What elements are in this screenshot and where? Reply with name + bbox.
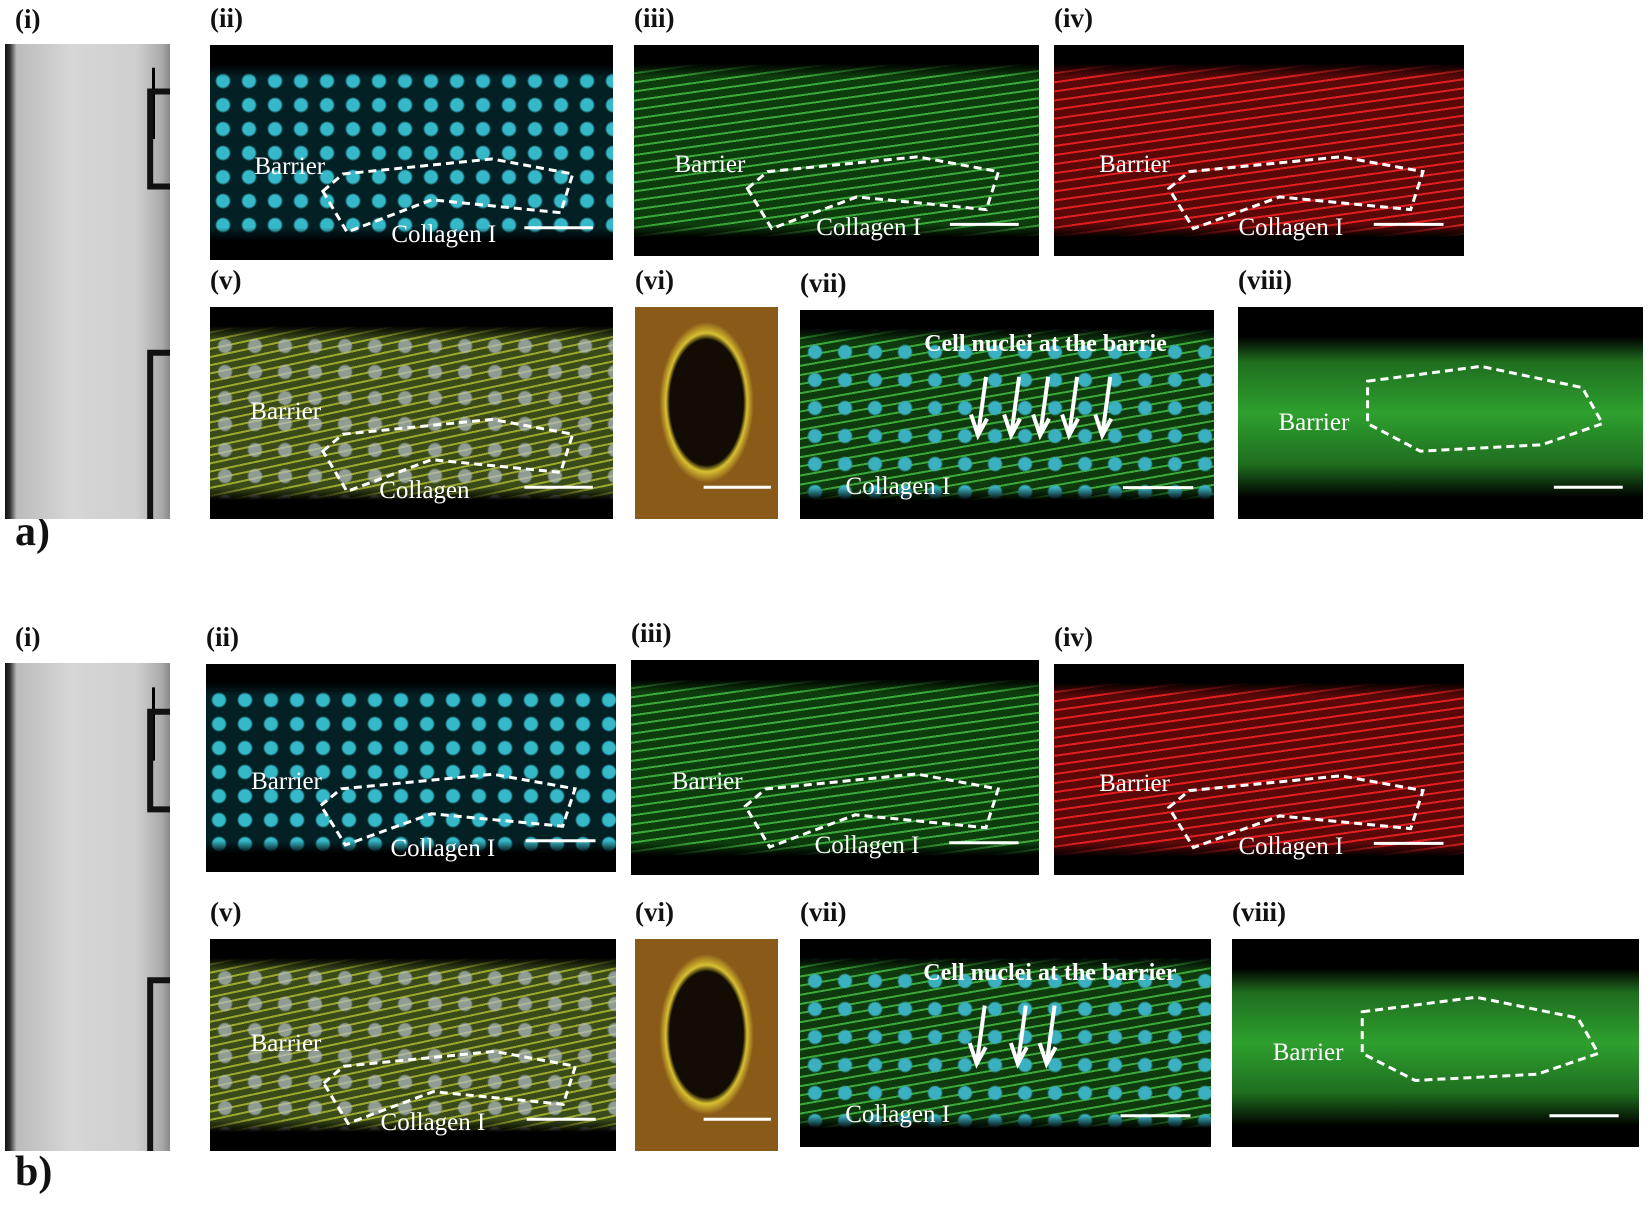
annotation: Collagen I xyxy=(1238,213,1344,241)
overlay xyxy=(969,376,1194,490)
micrograph: Barrier Collagen xyxy=(210,307,613,519)
dashed-region xyxy=(320,417,575,494)
annotation: Collagen I xyxy=(380,1108,486,1136)
panel-label: (vii) xyxy=(800,268,847,298)
annotation: Barrier xyxy=(250,398,322,426)
arrow xyxy=(1002,376,1022,441)
micrograph: Cell nuclei at the barrie Collagen I xyxy=(800,310,1214,519)
micrograph: Barrier xyxy=(1238,307,1643,519)
micrograph: Barrier Collagen I xyxy=(1054,45,1464,256)
dashed-region xyxy=(743,772,1001,849)
overlay xyxy=(1166,774,1444,850)
panel-label: (iii) xyxy=(631,618,672,648)
annotation: Collagen I xyxy=(391,221,497,249)
overlay xyxy=(318,772,596,847)
micrograph xyxy=(635,939,778,1151)
annotation: Barrier xyxy=(1272,1038,1344,1066)
arrow xyxy=(1060,376,1080,441)
overlay xyxy=(320,417,593,494)
panel-label: (vi) xyxy=(635,265,674,295)
dashed-region xyxy=(321,1049,578,1126)
annotation: Collagen I xyxy=(1238,832,1344,860)
panel-label: (ii) xyxy=(206,622,239,652)
micrograph: Barrier Collagen I xyxy=(634,45,1039,256)
overlay xyxy=(967,1005,1191,1118)
panel-label: (iii) xyxy=(634,3,675,33)
annotation: Barrier xyxy=(1278,408,1350,436)
micrograph: Barrier xyxy=(1232,939,1639,1147)
panel-label: (ii) xyxy=(210,3,243,33)
panel-label: (iv) xyxy=(1054,3,1093,33)
arrow xyxy=(1037,1005,1058,1069)
overlay xyxy=(1366,364,1623,489)
annotation: Barrier xyxy=(251,768,322,795)
overlay xyxy=(147,67,170,519)
arrow xyxy=(1031,376,1051,441)
arrow xyxy=(1008,1005,1029,1069)
micrograph: Barrier Collagen I xyxy=(631,660,1039,875)
dashed-region xyxy=(745,155,1001,231)
micrograph: Cell nuclei at the barrier Collagen I xyxy=(800,939,1211,1147)
annotation: Barrier xyxy=(674,150,746,178)
annotation: Collagen I xyxy=(845,473,951,501)
annotation: Collagen I xyxy=(845,1101,951,1129)
dashed-region xyxy=(1166,155,1425,231)
dashed-region xyxy=(1360,995,1601,1082)
annotation: Cell nuclei at the barrier xyxy=(923,959,1177,986)
panel-label: (viii) xyxy=(1238,265,1292,295)
panel-label: (i) xyxy=(15,622,41,652)
annotation: Barrier xyxy=(254,152,326,180)
panel-label: (vii) xyxy=(800,897,847,927)
panel-label: (v) xyxy=(210,897,242,927)
overlay xyxy=(1360,995,1619,1118)
annotation: Collagen I xyxy=(814,832,920,859)
micrograph xyxy=(5,44,170,519)
micrograph: Barrier Collagen I xyxy=(210,939,616,1151)
overlay xyxy=(745,155,1019,231)
dashed-region xyxy=(320,157,575,234)
annotation: Barrier xyxy=(1099,150,1170,178)
annotation: Collagen xyxy=(379,476,470,504)
arrow xyxy=(967,1005,988,1069)
overlay xyxy=(703,1117,771,1121)
dashed-region xyxy=(1366,364,1605,453)
annotation: Barrier xyxy=(1099,769,1170,797)
channel-wall xyxy=(147,708,170,1151)
channel-wall xyxy=(147,88,170,519)
dashed-region xyxy=(318,772,577,847)
overlay xyxy=(1166,155,1444,231)
overlay xyxy=(743,772,1019,849)
overlay xyxy=(320,157,593,234)
annotation: Barrier xyxy=(250,1030,322,1058)
panel-label: (iv) xyxy=(1054,622,1093,652)
dashed-region xyxy=(1166,774,1425,850)
micrograph xyxy=(635,307,778,519)
annotation: Collagen I xyxy=(390,834,496,862)
micrograph: Barrier Collagen I xyxy=(1054,664,1464,875)
part-label: b) xyxy=(15,1149,53,1195)
panel-label: (vi) xyxy=(635,897,674,927)
overlay xyxy=(147,687,170,1151)
panel-label: (viii) xyxy=(1232,897,1286,927)
annotation: Collagen I xyxy=(816,213,922,241)
annotation: Barrier xyxy=(671,767,743,795)
arrow xyxy=(969,376,989,441)
panel-label: (v) xyxy=(210,265,242,295)
annotation: Cell nuclei at the barrie xyxy=(924,330,1167,357)
micrograph xyxy=(5,663,170,1151)
overlay xyxy=(703,485,771,489)
arrow xyxy=(1093,376,1113,441)
overlay xyxy=(321,1049,596,1126)
micrograph: Barrier Collagen I xyxy=(206,664,616,872)
micrograph: Barrier Collagen I xyxy=(210,45,613,260)
panel-label: (i) xyxy=(15,4,41,34)
